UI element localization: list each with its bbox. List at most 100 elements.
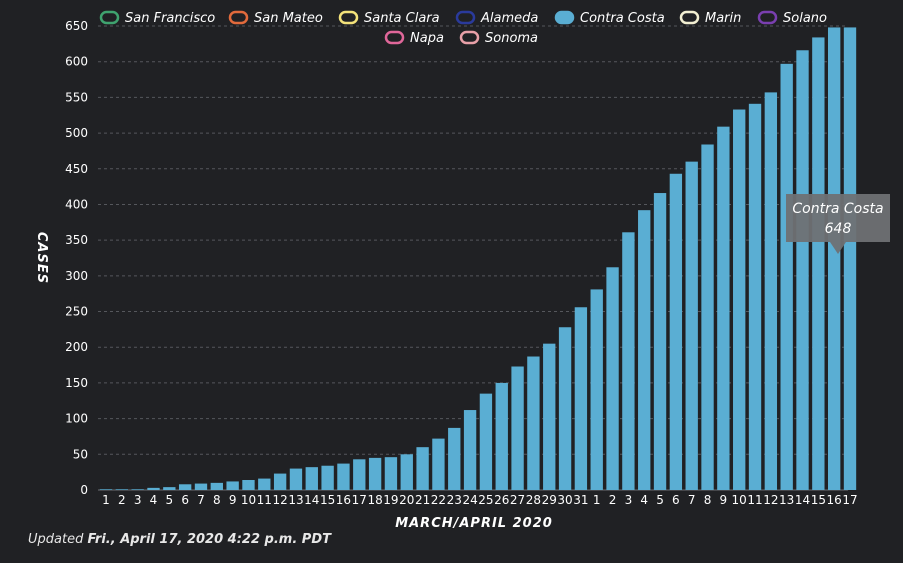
- bar[interactable]: [273, 473, 287, 490]
- x-tick-label: 14: [304, 493, 319, 507]
- bar[interactable]: [432, 438, 445, 490]
- x-tick-label: 22: [431, 493, 446, 507]
- bar[interactable]: [622, 232, 635, 490]
- bar[interactable]: [827, 27, 841, 490]
- legend-label: Contra Costa: [580, 11, 665, 26]
- bar[interactable]: [321, 465, 334, 490]
- x-tick-label: 28: [526, 493, 541, 507]
- bar[interactable]: [606, 267, 619, 490]
- x-tick-label: 9: [229, 493, 237, 507]
- y-tick-label: 150: [65, 376, 88, 390]
- legend-item[interactable]: Contra Costa: [554, 10, 665, 26]
- x-tick-label: 17: [842, 493, 857, 507]
- bar[interactable]: [353, 459, 366, 490]
- x-tick-label: 5: [165, 493, 173, 507]
- bar[interactable]: [638, 210, 651, 490]
- legend-label: Napa: [410, 31, 444, 46]
- bar[interactable]: [384, 457, 398, 490]
- legend-item[interactable]: Santa Clara: [338, 10, 440, 26]
- x-tick-label: 19: [383, 493, 398, 507]
- x-tick-label: 31: [573, 493, 588, 507]
- bar[interactable]: [780, 63, 793, 490]
- bar[interactable]: [543, 343, 556, 490]
- legend-label: San Mateo: [254, 11, 323, 26]
- y-tick-label: 250: [65, 305, 88, 319]
- legend-swatch: [679, 10, 700, 25]
- x-tick-label: 14: [795, 493, 810, 507]
- legend-item[interactable]: San Francisco: [99, 10, 215, 26]
- x-tick-label: 11: [747, 493, 762, 507]
- bar[interactable]: [717, 126, 730, 490]
- x-tick-label: 10: [732, 493, 747, 507]
- bar[interactable]: [115, 489, 129, 490]
- x-tick-label: 2: [609, 493, 617, 507]
- x-tick-label: 15: [811, 493, 826, 507]
- legend-swatch: [228, 10, 249, 25]
- bar[interactable]: [511, 366, 524, 490]
- bar[interactable]: [305, 467, 318, 490]
- x-tick-label: 26: [494, 493, 509, 507]
- bars: [99, 27, 857, 491]
- x-tick-label: 1: [102, 493, 110, 507]
- x-tick-label: 29: [542, 493, 557, 507]
- x-tick-label: 7: [688, 493, 696, 507]
- bar[interactable]: [448, 427, 461, 490]
- bar[interactable]: [812, 37, 825, 490]
- bar[interactable]: [258, 478, 271, 490]
- bar[interactable]: [495, 382, 508, 490]
- bar[interactable]: [685, 161, 698, 490]
- legend-item[interactable]: Sonoma: [459, 30, 538, 46]
- x-tick-label: 10: [241, 493, 256, 507]
- bar[interactable]: [178, 484, 192, 490]
- bar[interactable]: [653, 193, 667, 491]
- x-tick-label: 24: [462, 493, 477, 507]
- bar[interactable]: [400, 454, 413, 490]
- bar[interactable]: [289, 468, 303, 490]
- bar[interactable]: [590, 289, 603, 490]
- y-tick-label: 50: [73, 447, 88, 461]
- bar[interactable]: [558, 327, 572, 490]
- bar[interactable]: [368, 457, 382, 490]
- bar[interactable]: [242, 480, 255, 490]
- bar[interactable]: [99, 489, 113, 490]
- legend-swatch: [757, 10, 778, 25]
- bar[interactable]: [226, 481, 239, 490]
- x-tick-label: 8: [704, 493, 712, 507]
- bar[interactable]: [147, 487, 160, 490]
- bar[interactable]: [701, 144, 714, 490]
- x-tick-label: 12: [763, 493, 778, 507]
- bar[interactable]: [479, 393, 493, 490]
- legend-item[interactable]: Alameda: [455, 10, 538, 26]
- bar[interactable]: [337, 463, 350, 490]
- bar[interactable]: [210, 482, 223, 490]
- bar[interactable]: [748, 103, 762, 490]
- legend-item[interactable]: Marin: [679, 10, 741, 26]
- bar[interactable]: [194, 483, 208, 490]
- bar[interactable]: [163, 487, 176, 490]
- x-tick-label: 17: [352, 493, 367, 507]
- x-tick-label: 4: [640, 493, 648, 507]
- x-tick-label: 7: [197, 493, 205, 507]
- legend-item[interactable]: Solano: [757, 10, 827, 26]
- bar[interactable]: [733, 109, 746, 491]
- bar[interactable]: [463, 410, 477, 490]
- legend-label: San Francisco: [125, 11, 215, 26]
- bar[interactable]: [764, 92, 778, 490]
- legend-swatch: [384, 30, 405, 45]
- legend-item[interactable]: San Mateo: [228, 10, 323, 26]
- tooltip-value: 648: [825, 221, 852, 237]
- y-tick-label: 650: [65, 19, 88, 33]
- x-tick-label: 2: [118, 493, 126, 507]
- legend-item[interactable]: Napa: [384, 30, 444, 46]
- legend-swatch: [455, 10, 476, 25]
- bar[interactable]: [843, 27, 857, 490]
- x-tick-label: 30: [557, 493, 572, 507]
- bar[interactable]: [796, 50, 809, 490]
- legend-swatch: [554, 10, 575, 25]
- bar[interactable]: [131, 489, 144, 490]
- bar[interactable]: [527, 356, 540, 490]
- bar[interactable]: [416, 447, 429, 490]
- bar[interactable]: [574, 307, 588, 490]
- bar[interactable]: [669, 173, 683, 490]
